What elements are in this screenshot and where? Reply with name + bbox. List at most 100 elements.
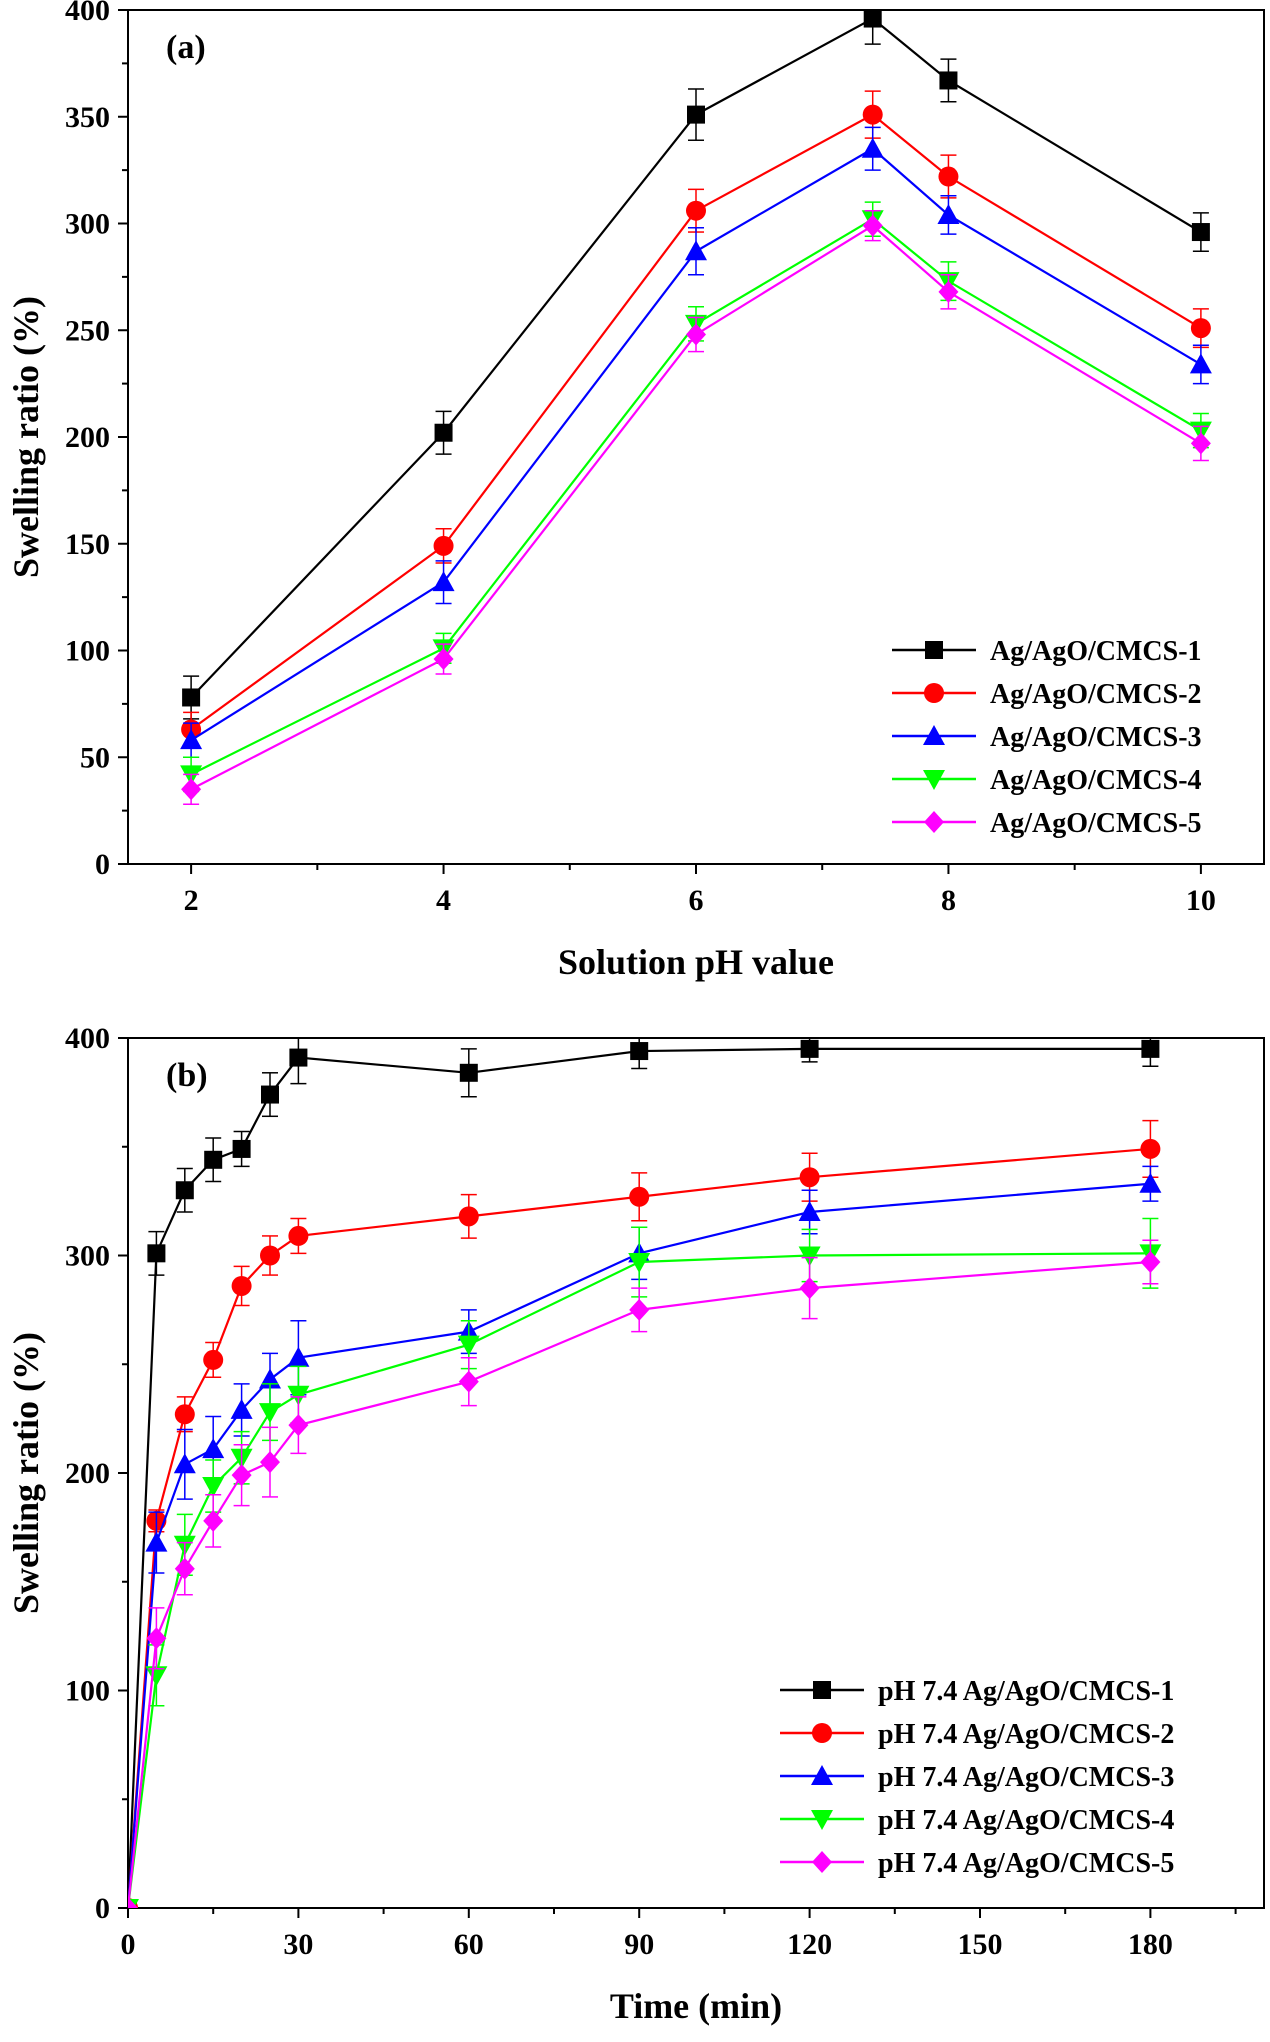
panel-a-x-tick-label: 2 <box>184 884 199 917</box>
data-point-ph-7-4-ag-ago-cmcs-4 <box>628 1253 651 1274</box>
panel-a-y-tick-label: 250 <box>65 314 110 347</box>
legend-label-ag-ago-cmcs-3: Ag/AgO/CMCS-3 <box>990 722 1202 753</box>
panel-b-series-ph-7-4-ag-ago-cmcs-4 <box>128 1217 1162 1908</box>
data-point-ph-7-4-ag-ago-cmcs-2 <box>203 1349 224 1370</box>
panel-a-x-tick-label: 6 <box>689 884 704 917</box>
panel-a-y-tick-label: 400 <box>65 0 110 27</box>
panel-a-y-tick-label: 200 <box>65 421 110 454</box>
series-line-ag-ago-cmcs-3 <box>190 147 1202 742</box>
legend-marker-ag-ago-cmcs-3 <box>923 725 945 745</box>
data-point-ag-ago-cmcs-3 <box>1189 353 1212 374</box>
data-point-ph-7-4-ag-ago-cmcs-3 <box>1139 1172 1162 1193</box>
data-point-ph-7-4-ag-ago-cmcs-5 <box>174 1557 195 1580</box>
legend-label-ag-ago-cmcs-2: Ag/AgO/CMCS-2 <box>990 679 1202 710</box>
panel-b-x-tick-label: 120 <box>787 1928 832 1961</box>
panel-b-x-tick-label: 180 <box>1128 1928 1173 1961</box>
series-line-ag-ago-cmcs-5 <box>190 224 1202 791</box>
data-point-ph-7-4-ag-ago-cmcs-3 <box>145 1531 168 1552</box>
series-line-ag-ago-cmcs-4 <box>190 217 1202 776</box>
data-point-ph-7-4-ag-ago-cmcs-3 <box>230 1398 253 1419</box>
panel-a-series-ag-ago-cmcs-5 <box>181 209 1211 805</box>
data-point-ph-7-4-ag-ago-cmcs-3 <box>287 1346 310 1367</box>
data-point-ag-ago-cmcs-3 <box>432 571 455 592</box>
panel-a-legend: Ag/AgO/CMCS-1 Ag/AgO/CMCS-2 Ag/AgO/CMCS-3 A… <box>892 636 1202 839</box>
data-point-ph-7-4-ag-ago-cmcs-2 <box>288 1225 309 1246</box>
data-point-ag-ago-cmcs-1 <box>687 105 705 124</box>
data-point-ph-7-4-ag-ago-cmcs-5 <box>203 1509 224 1532</box>
data-point-ph-7-4-ag-ago-cmcs-5 <box>799 1277 820 1300</box>
data-point-ph-7-4-ag-ago-cmcs-1 <box>630 1042 649 1061</box>
data-point-ag-ago-cmcs-2 <box>686 200 706 221</box>
panel-a-x-tick-label: 8 <box>941 884 956 917</box>
panel-b-y-axis-title: Swelling ratio (%) <box>6 1332 46 1614</box>
panel-a-series-ag-ago-cmcs-1 <box>182 10 1210 720</box>
data-point-ph-7-4-ag-ago-cmcs-5 <box>146 1627 167 1650</box>
panel-b-swelling-vs-time: 0 30 60 90 120 150 180 0 100 200 300 400 Time (min) S… <box>6 1022 1265 2026</box>
legend-marker-ph-7-4-ag-ago-cmcs-3 <box>811 1765 833 1785</box>
data-point-ag-ago-cmcs-2 <box>862 104 883 125</box>
data-point-ph-7-4-ag-ago-cmcs-1 <box>261 1085 279 1104</box>
data-point-ag-ago-cmcs-3 <box>861 137 884 158</box>
data-point-ph-7-4-ag-ago-cmcs-1 <box>175 1181 194 1200</box>
data-point-ph-7-4-ag-ago-cmcs-5 <box>1140 1251 1161 1274</box>
panel-b-x-tick-label: 150 <box>958 1928 1003 1961</box>
data-point-ph-7-4-ag-ago-cmcs-1 <box>289 1048 308 1067</box>
data-point-ph-7-4-ag-ago-cmcs-5 <box>629 1298 650 1321</box>
panel-a-y-tick-label: 0 <box>95 848 110 881</box>
series-line-ag-ago-cmcs-1 <box>190 17 1202 699</box>
panel-b-x-axis-title: Time (min) <box>610 1986 782 2026</box>
data-point-ph-7-4-ag-ago-cmcs-4 <box>145 1666 168 1687</box>
panel-a-series-ag-ago-cmcs-3 <box>180 126 1212 758</box>
data-point-ph-7-4-ag-ago-cmcs-5 <box>260 1451 280 1474</box>
data-point-ph-7-4-ag-ago-cmcs-1 <box>1141 1039 1160 1058</box>
data-point-ph-7-4-ag-ago-cmcs-3 <box>798 1201 821 1221</box>
panel-b-x-tick-label: 90 <box>624 1928 654 1961</box>
legend-label-ph-7-4-ag-ago-cmcs-5: pH 7.4 Ag/AgO/CMCS-5 <box>878 1848 1174 1879</box>
data-point-ph-7-4-ag-ago-cmcs-1 <box>800 1039 819 1058</box>
data-point-ag-ago-cmcs-5 <box>862 214 883 237</box>
data-point-ag-ago-cmcs-5 <box>938 280 959 303</box>
data-point-ph-7-4-ag-ago-cmcs-4 <box>202 1477 225 1498</box>
data-point-ph-7-4-ag-ago-cmcs-4 <box>457 1335 480 1356</box>
legend-marker-ph-7-4-ag-ago-cmcs-4 <box>811 1810 833 1830</box>
panel-b-x-tick-label: 30 <box>283 1928 313 1961</box>
panel-b-y-tick-label: 100 <box>65 1675 110 1708</box>
data-point-ph-7-4-ag-ago-cmcs-5 <box>458 1370 479 1393</box>
panel-a-y-tick-label: 50 <box>80 741 110 774</box>
panel-a-label: (a) <box>166 29 206 66</box>
data-point-ph-7-4-ag-ago-cmcs-2 <box>174 1404 195 1425</box>
panel-b-y-tick-label: 300 <box>65 1240 110 1273</box>
legend-marker-ag-ago-cmcs-5 <box>924 811 944 833</box>
panel-a-x-tick-label: 4 <box>436 884 451 917</box>
data-point-ag-ago-cmcs-1 <box>434 423 453 442</box>
panel-a-y-axis-title: Swelling ratio (%) <box>6 296 46 578</box>
data-point-ph-7-4-ag-ago-cmcs-5 <box>128 1897 138 1908</box>
panel-a-y-tick-label: 350 <box>65 101 110 134</box>
legend-marker-ph-7-4-ag-ago-cmcs-2 <box>812 1723 832 1743</box>
data-point-ph-7-4-ag-ago-cmcs-2 <box>629 1186 650 1207</box>
panel-a-y-tick-label: 100 <box>65 635 110 668</box>
data-point-ph-7-4-ag-ago-cmcs-1 <box>204 1150 223 1169</box>
legend-label-ph-7-4-ag-ago-cmcs-3: pH 7.4 Ag/AgO/CMCS-3 <box>878 1762 1174 1793</box>
data-point-ph-7-4-ag-ago-cmcs-3 <box>202 1438 225 1459</box>
legend-label-ag-ago-cmcs-5: Ag/AgO/CMCS-5 <box>990 808 1202 839</box>
data-point-ag-ago-cmcs-1 <box>863 10 882 28</box>
data-point-ph-7-4-ag-ago-cmcs-4 <box>287 1385 310 1406</box>
legend-label-ph-7-4-ag-ago-cmcs-4: pH 7.4 Ag/AgO/CMCS-4 <box>878 1805 1174 1836</box>
panel-b-y-tick-label: 200 <box>65 1457 110 1490</box>
data-point-ph-7-4-ag-ago-cmcs-3 <box>173 1453 196 1474</box>
data-point-ph-7-4-ag-ago-cmcs-2 <box>799 1167 820 1188</box>
data-point-ag-ago-cmcs-1 <box>939 71 958 90</box>
data-point-ph-7-4-ag-ago-cmcs-2 <box>1140 1138 1161 1159</box>
data-point-ag-ago-cmcs-2 <box>433 535 454 556</box>
data-point-ag-ago-cmcs-5 <box>433 648 454 671</box>
data-point-ag-ago-cmcs-2 <box>1190 318 1211 339</box>
panel-b-x-tick-label: 60 <box>454 1928 484 1961</box>
data-point-ag-ago-cmcs-3 <box>937 203 960 224</box>
data-point-ph-7-4-ag-ago-cmcs-1 <box>232 1139 251 1158</box>
legend-label-ph-7-4-ag-ago-cmcs-1: pH 7.4 Ag/AgO/CMCS-1 <box>878 1676 1174 1707</box>
panel-b-x-tick-label: 0 <box>121 1928 136 1961</box>
data-point-ag-ago-cmcs-1 <box>1191 223 1210 242</box>
data-point-ph-7-4-ag-ago-cmcs-1 <box>147 1244 166 1263</box>
